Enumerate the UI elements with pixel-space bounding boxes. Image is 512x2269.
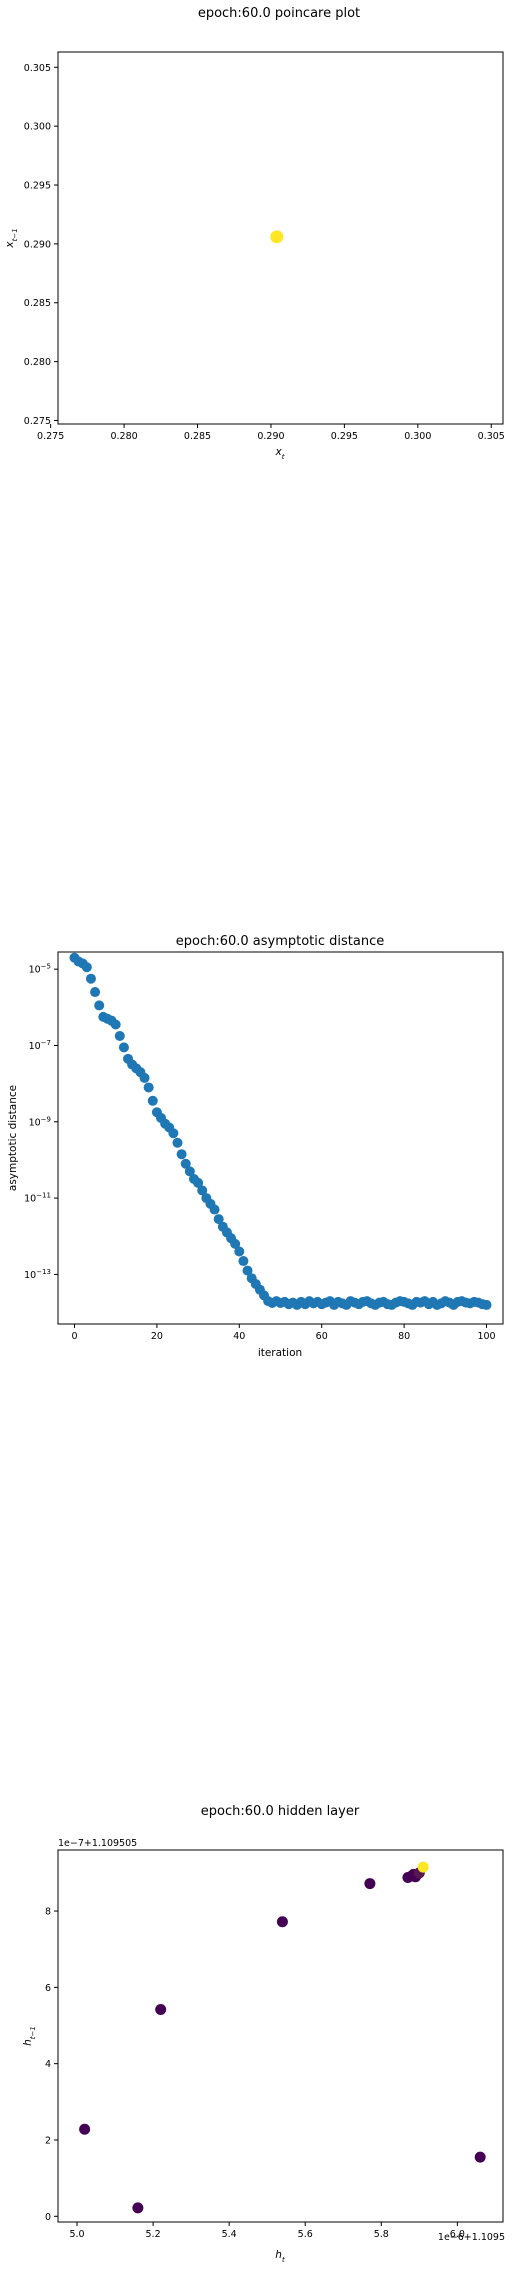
y-tick-label: 0 bbox=[45, 2212, 51, 2223]
hidden-layer-plot-frame bbox=[57, 1849, 504, 2223]
data-point bbox=[184, 1166, 195, 1177]
data-point bbox=[474, 2151, 486, 2163]
y-tick-label: 0.295 bbox=[24, 181, 51, 192]
hidden-layer-x-label: ht bbox=[275, 2249, 285, 2264]
y-tick-label: 0.290 bbox=[24, 239, 51, 250]
data-point bbox=[176, 1149, 187, 1160]
hidden-layer-y-label: ht−1 bbox=[22, 2026, 37, 2046]
data-point bbox=[85, 973, 96, 984]
y-tick-label: 0.280 bbox=[24, 357, 51, 368]
data-point bbox=[143, 1082, 154, 1093]
data-point bbox=[209, 1204, 220, 1215]
data-point bbox=[193, 1177, 204, 1188]
data-point bbox=[118, 1042, 129, 1053]
x-tick-label: 5.0 bbox=[69, 2229, 84, 2240]
data-point bbox=[234, 1246, 245, 1257]
data-point bbox=[238, 1256, 249, 1267]
y-tick-label: 0.305 bbox=[24, 63, 51, 74]
data-point bbox=[90, 987, 101, 998]
asymptotic-x-label: iteration bbox=[258, 1347, 302, 1359]
data-point bbox=[197, 1185, 208, 1196]
x-tick-label: 0.275 bbox=[37, 431, 64, 442]
hidden-layer-x-ticks: 5.0 5.2 5.4 5.6 5.8 6.0 bbox=[69, 2222, 465, 2240]
x-tick-label: 40 bbox=[233, 1331, 245, 1342]
y-tick-label: 10−7 bbox=[29, 1039, 51, 1052]
hidden-layer-x-offset-label: 1e−6+1.1095 bbox=[438, 2232, 505, 2243]
x-tick-label: 0 bbox=[71, 1331, 77, 1342]
y-tick-label: 0.275 bbox=[24, 416, 51, 427]
y-tick-label: 0.285 bbox=[24, 298, 51, 309]
x-tick-label: 5.4 bbox=[222, 2229, 237, 2240]
data-point bbox=[270, 230, 284, 244]
data-point bbox=[168, 1128, 179, 1139]
asymptotic-plot-frame bbox=[57, 951, 504, 1325]
data-point bbox=[147, 1095, 158, 1106]
y-tick-label: 10−5 bbox=[29, 963, 51, 976]
y-tick-label: 2 bbox=[45, 2135, 51, 2146]
asymptotic-x-ticks: 0 20 40 60 80 100 bbox=[71, 1324, 496, 1342]
y-tick-label: 10−11 bbox=[24, 1192, 51, 1205]
asymptotic-distance-plot: epoch:60.0 asymptotic distance 0 20 40 60 80… bbox=[7, 934, 504, 1359]
data-point bbox=[180, 1158, 191, 1169]
x-tick-label: 100 bbox=[477, 1331, 495, 1342]
data-point bbox=[94, 1000, 105, 1011]
data-point bbox=[132, 2202, 144, 2214]
x-tick-label: 0.300 bbox=[404, 431, 431, 442]
data-point bbox=[81, 962, 92, 973]
x-tick-label: 0.290 bbox=[257, 431, 284, 442]
hidden-layer-title: epoch:60.0 hidden layer bbox=[201, 1804, 360, 1819]
data-point bbox=[213, 1214, 224, 1225]
data-point bbox=[139, 1072, 150, 1083]
x-tick-label: 0.305 bbox=[478, 431, 505, 442]
poincare-plot: epoch:60.0 poincare plot 0.275 0.280 0.285… bbox=[4, 6, 505, 461]
data-point bbox=[481, 1299, 492, 1310]
hidden-layer-y-offset-label: 1e−7+1.109505 bbox=[58, 1838, 137, 1849]
poincare-x-label: xt bbox=[275, 446, 285, 461]
asymptotic-y-label: asymptotic distance bbox=[7, 1085, 19, 1191]
y-tick-label: 0.300 bbox=[24, 122, 51, 133]
x-tick-label: 5.2 bbox=[146, 2229, 161, 2240]
data-point bbox=[276, 1916, 288, 1928]
x-tick-label: 80 bbox=[398, 1331, 410, 1342]
poincare-title: epoch:60.0 poincare plot bbox=[198, 6, 360, 21]
data-point bbox=[110, 1019, 121, 1030]
asymptotic-points bbox=[69, 952, 492, 1310]
y-tick-label: 6 bbox=[45, 1983, 51, 1994]
x-tick-label: 5.6 bbox=[298, 2229, 313, 2240]
x-tick-label: 6.0 bbox=[450, 2229, 465, 2240]
x-tick-label: 20 bbox=[151, 1331, 163, 1342]
hidden-layer-plot: epoch:60.0 hidden layer 1e−7+1.109505 5.… bbox=[22, 1804, 505, 2264]
data-point bbox=[417, 1861, 429, 1873]
data-point bbox=[172, 1137, 183, 1148]
x-tick-label: 60 bbox=[316, 1331, 328, 1342]
x-tick-label: 0.285 bbox=[184, 431, 211, 442]
asymptotic-y-ticks: 10−5 10−7 10−9 10−11 10−13 bbox=[24, 963, 58, 1281]
data-point bbox=[364, 1878, 376, 1890]
poincare-plot-frame bbox=[57, 51, 504, 425]
x-tick-label: 0.295 bbox=[331, 431, 358, 442]
data-point bbox=[79, 2123, 91, 2135]
y-tick-label: 10−9 bbox=[29, 1115, 51, 1128]
data-point bbox=[242, 1265, 253, 1276]
hidden-layer-y-ticks: 0 2 4 6 8 bbox=[45, 1907, 58, 2223]
x-tick-label: 0.280 bbox=[110, 431, 137, 442]
y-tick-label: 8 bbox=[45, 1907, 51, 1918]
data-point bbox=[230, 1238, 241, 1249]
x-tick-label: 5.8 bbox=[374, 2229, 389, 2240]
data-point bbox=[155, 2003, 167, 2015]
y-tick-label: 4 bbox=[45, 2059, 51, 2070]
poincare-x-ticks: 0.275 0.280 0.285 0.290 0.295 0.300 0.305 bbox=[37, 424, 505, 442]
poincare-y-label: xt−1 bbox=[4, 228, 19, 248]
y-tick-label: 10−13 bbox=[24, 1268, 51, 1281]
hidden-layer-points bbox=[79, 1861, 486, 2214]
asymptotic-title: epoch:60.0 asymptotic distance bbox=[176, 934, 385, 949]
data-point bbox=[114, 1030, 125, 1041]
poincare-y-ticks: 0.275 0.280 0.285 0.290 0.295 0.300 0.305 bbox=[24, 63, 58, 427]
poincare-points bbox=[270, 230, 284, 244]
